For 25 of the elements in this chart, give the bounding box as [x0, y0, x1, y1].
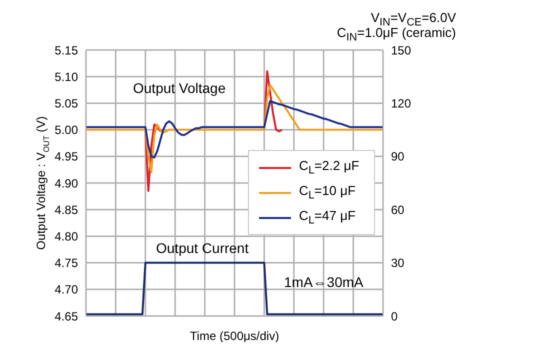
annotation: Output Voltage — [133, 80, 226, 96]
y-tick-label: 4.90 — [54, 176, 78, 190]
y-tick-label: 4.80 — [54, 229, 78, 244]
y-tick-label: 4.95 — [54, 150, 78, 164]
y-tick-label: 5.05 — [54, 96, 78, 110]
y-tick-label: 4.75 — [54, 256, 78, 270]
y-tick-label: 5.15 — [54, 43, 78, 58]
y-tick-label: 5.10 — [54, 70, 78, 84]
y2-tick-label: 0 — [391, 309, 398, 324]
y-tick-label: 5.00 — [54, 123, 78, 138]
y2-tick-label: 30 — [391, 256, 405, 270]
annotation: 1mA⇔30mA — [284, 274, 364, 290]
line-series — [86, 84, 383, 174]
line-series — [86, 100, 383, 158]
y2-tick-label: 90 — [391, 150, 405, 164]
y-tick-label: 4.85 — [54, 202, 78, 217]
y-tick-label: 4.65 — [54, 309, 78, 324]
y2-tick-label: 60 — [391, 202, 405, 217]
legend-label: C$_{L}$=10 μF — [299, 183, 356, 202]
y2-tick-label: 150 — [391, 43, 412, 58]
y-tick-label: 4.70 — [54, 282, 78, 297]
annotation: Output Current — [156, 240, 249, 256]
legend-label: C$_{L}$=2.2 μF — [299, 158, 360, 177]
legend-label: C$_{L}$=47 μF — [299, 208, 356, 227]
y2-tick-label: 120 — [391, 96, 412, 110]
